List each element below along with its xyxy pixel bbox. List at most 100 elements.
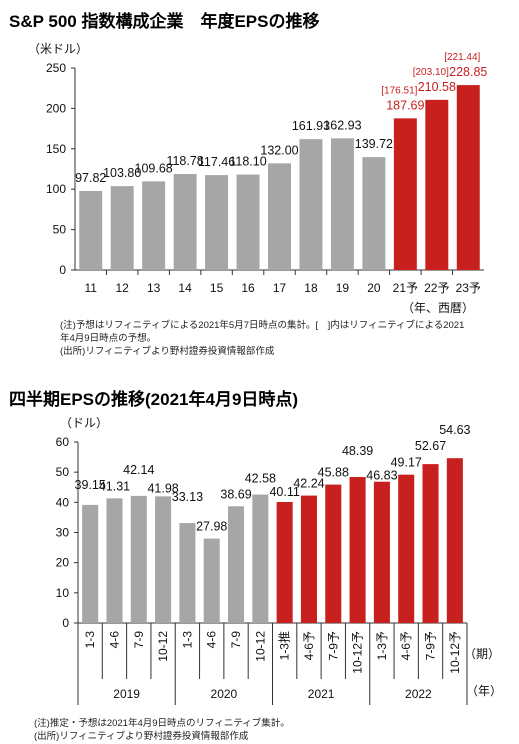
quarterly-bar-value-label: 39.15 bbox=[75, 478, 106, 492]
quarterly-bar-value-label: 42.24 bbox=[293, 477, 324, 491]
annual-bar bbox=[110, 186, 134, 270]
quarterly-bar bbox=[446, 458, 463, 623]
quarterly-x-tick-label: 10-12 bbox=[156, 631, 170, 662]
annual-bar-value-label: 228.85 bbox=[449, 65, 487, 79]
quarterly-x-tick-label: 4-6 bbox=[205, 631, 219, 649]
quarterly-year-unit: （年） bbox=[466, 684, 502, 698]
annual-bar-value-label: 103.80 bbox=[103, 166, 141, 180]
annual-bar-value-label: 161.93 bbox=[292, 119, 330, 133]
annual-bar bbox=[173, 174, 197, 270]
annual-bar bbox=[393, 118, 417, 270]
annual-x-tick-label: 20 bbox=[367, 281, 381, 295]
quarterly-x-tick-label: 10-12予 bbox=[448, 631, 462, 674]
annual-x-tick-label: 16 bbox=[241, 281, 255, 295]
annual-bar-value-label: 132.00 bbox=[260, 143, 298, 157]
annual-y-tick-label: 200 bbox=[46, 101, 66, 115]
annual-bar bbox=[299, 139, 323, 270]
annual-bar-value-label: 118.78 bbox=[166, 154, 203, 168]
quarterly-bar-value-label: 49.17 bbox=[391, 456, 422, 470]
annual-bar-value-label: 117.46 bbox=[198, 155, 235, 169]
annual-y-tick-label: 250 bbox=[46, 61, 66, 75]
annual-source-note: (出所)リフィニティブより野村證券投資情報部作成 bbox=[60, 345, 275, 357]
annual-bar bbox=[330, 138, 354, 270]
annual-note-line-1: (注)予想はリフィニティブによる2021年5月7日時点の集計。[ ]内はリフィニ… bbox=[60, 319, 464, 331]
annual-chart-title: S&P 500 指数構成企業 年度EPSの推移 bbox=[9, 11, 319, 31]
quarterly-year-label: 2020 bbox=[211, 687, 238, 701]
quarterly-bar bbox=[398, 474, 415, 623]
annual-bar-value-label: 118.10 bbox=[229, 155, 266, 169]
annual-x-tick-label: 21予 bbox=[393, 281, 418, 295]
annual-x-tick-label: 17 bbox=[273, 281, 287, 295]
quarterly-x-tick-label: 7-9 bbox=[229, 631, 243, 649]
annual-x-tick-label: 15 bbox=[210, 281, 224, 295]
annual-bar bbox=[142, 181, 166, 270]
quarterly-bar bbox=[325, 484, 342, 623]
quarterly-year-label: 2019 bbox=[113, 687, 140, 701]
quarterly-bar bbox=[130, 495, 147, 623]
quarterly-x-tick-label: 4-6予 bbox=[399, 631, 413, 660]
quarterly-x-tick-label: 10-12 bbox=[253, 631, 267, 662]
annual-bar bbox=[236, 174, 260, 270]
quarterly-bar-value-label: 54.63 bbox=[439, 423, 470, 437]
quarterly-year-label: 2021 bbox=[308, 687, 335, 701]
annual-x-tick-label: 12 bbox=[116, 281, 130, 295]
quarterly-y-tick-label: 0 bbox=[62, 616, 69, 630]
quarterly-source-note: (出所)リフィニティブより野村證券投資情報部作成 bbox=[34, 730, 249, 742]
annual-y-tick-label: 100 bbox=[46, 182, 66, 196]
quarterly-bar-value-label: 27.98 bbox=[196, 520, 227, 534]
quarterly-bar-value-label: 38.69 bbox=[220, 487, 251, 501]
annual-x-tick-label: 23予 bbox=[456, 281, 481, 295]
annual-x-unit: （年、西暦） bbox=[402, 301, 474, 315]
quarterly-bar bbox=[228, 506, 245, 623]
quarterly-note-line-1: (注)推定・予想は2021年4月9日時点のリフィニティブ集計。 bbox=[34, 717, 290, 729]
annual-bar-bracket-label: [203.10] bbox=[413, 67, 449, 78]
quarterly-bar bbox=[276, 502, 293, 623]
annual-y-tick-label: 0 bbox=[59, 263, 66, 277]
annual-bar bbox=[79, 190, 103, 270]
quarterly-bar bbox=[203, 538, 220, 623]
quarterly-y-tick-label: 60 bbox=[56, 435, 70, 449]
annual-bar-value-label: 210.58 bbox=[418, 80, 456, 94]
annual-bar bbox=[205, 175, 229, 270]
annual-bar bbox=[362, 157, 386, 270]
annual-bar bbox=[268, 163, 291, 270]
annual-y-tick-label: 50 bbox=[53, 223, 67, 237]
quarterly-bar-value-label: 52.67 bbox=[415, 439, 446, 453]
quarterly-x-tick-label: 4-6予 bbox=[302, 631, 316, 660]
quarterly-bar-value-label: 46.83 bbox=[366, 469, 397, 483]
quarterly-bar-value-label: 42.58 bbox=[245, 472, 276, 486]
quarterly-x-tick-label: 1-3推 bbox=[278, 631, 292, 660]
quarterly-x-tick-label: 1-3予 bbox=[375, 631, 389, 660]
annual-note-line-2: 年4月9日時点の予想。 bbox=[60, 332, 156, 344]
quarterly-bar bbox=[422, 464, 439, 623]
quarterly-x-tick-label: 7-9予 bbox=[424, 631, 438, 660]
quarterly-y-tick-label: 10 bbox=[56, 586, 70, 600]
annual-bar-value-label: 109.68 bbox=[135, 161, 173, 175]
quarterly-period-unit: （期） bbox=[464, 647, 500, 661]
annual-eps-chart: S&P 500 指数構成企業 年度EPSの推移 （米ドル） 0 50 100 150 2… bbox=[9, 11, 487, 357]
quarterly-bar-value-label: 33.13 bbox=[172, 490, 203, 504]
quarterly-bar bbox=[106, 498, 123, 623]
quarterly-eps-chart: 四半期EPSの推移(2021年4月9日時点) （ドル） 0 10 20 30 40 50 6… bbox=[9, 389, 502, 742]
annual-x-tick-label: 11 bbox=[84, 281, 97, 295]
quarterly-bar-value-label: 41.98 bbox=[147, 481, 178, 495]
annual-bar-value-label: 139.72 bbox=[355, 137, 393, 151]
annual-bar-value-label: 162.93 bbox=[323, 118, 361, 132]
quarterly-x-tick-label: 7-9予 bbox=[326, 631, 340, 660]
annual-x-tick-label: 18 bbox=[304, 281, 318, 295]
quarterly-x-tick-label: 10-12予 bbox=[351, 631, 365, 674]
quarterly-bar bbox=[300, 495, 317, 623]
quarterly-year-label: 2022 bbox=[405, 687, 432, 701]
quarterly-x-tick-label: 1-3 bbox=[83, 631, 97, 649]
annual-y-tick-label: 150 bbox=[46, 142, 66, 156]
quarterly-bar-value-label: 45.88 bbox=[318, 466, 349, 480]
annual-bar-bracket-label: [176.51] bbox=[381, 85, 417, 96]
annual-x-tick-label: 14 bbox=[178, 281, 192, 295]
annual-bar-value-label: 187.69 bbox=[386, 98, 424, 112]
quarterly-y-tick-label: 40 bbox=[56, 495, 70, 509]
quarterly-x-tick-label: 7-9 bbox=[132, 631, 146, 649]
quarterly-bar bbox=[373, 481, 390, 623]
quarterly-bar-value-label: 48.39 bbox=[342, 444, 373, 458]
quarterly-bar bbox=[252, 494, 269, 623]
